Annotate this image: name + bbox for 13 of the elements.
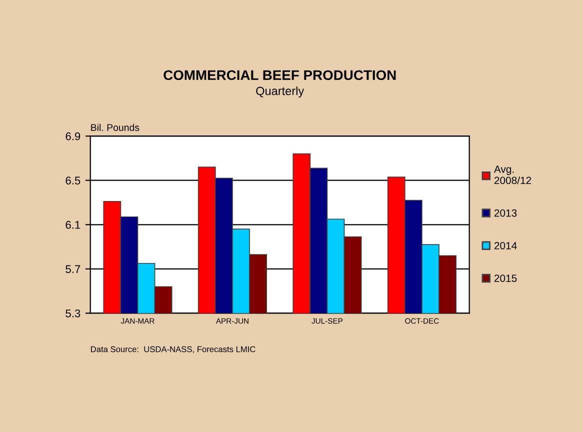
y-tick-label: 6.5 <box>66 176 80 184</box>
legend-label: 2015 <box>494 274 517 282</box>
chart-subtitle: Quarterly <box>256 86 304 98</box>
source-note: Data Source: USDA-NASS, Forecasts LMIC <box>91 346 256 354</box>
legend-label: 2014 <box>494 242 517 250</box>
y-tick-label: 5.7 <box>66 265 80 274</box>
chart-title: COMMERCIAL BEEF PRODUCTION <box>164 70 396 80</box>
legend-label: 2013 <box>494 209 517 217</box>
y-tick-label: 6.9 <box>66 132 80 140</box>
y-tick-label: 5.3 <box>66 309 80 318</box>
y-axis-title: Bil. Pounds <box>91 124 140 131</box>
legend-label: Avg. 2008/12 <box>494 166 532 184</box>
y-tick-label: 6.1 <box>66 220 80 229</box>
